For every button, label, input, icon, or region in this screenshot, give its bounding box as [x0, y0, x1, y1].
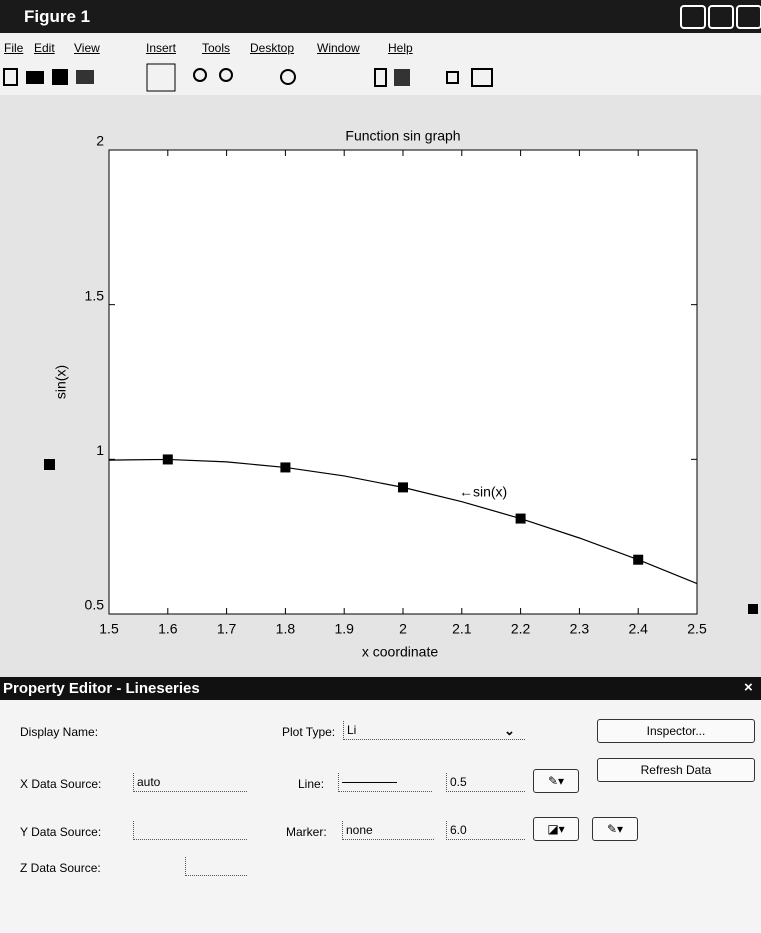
select-icon[interactable]	[147, 64, 175, 91]
marker	[398, 482, 408, 492]
page: {"window": {"title": "Figure 1"}, "menu"…	[0, 0, 761, 933]
y-axis-label: sin(x)	[53, 365, 69, 399]
axes-box	[109, 150, 697, 614]
x-tick-label: 1.9	[334, 621, 354, 637]
marker	[633, 555, 643, 565]
toolbar	[0, 60, 761, 95]
close-button[interactable]: ×	[744, 679, 753, 696]
marker-edge-button[interactable]: ✎▾	[592, 817, 638, 841]
close-button[interactable]	[736, 5, 761, 29]
inspector-button[interactable]: Inspector...	[597, 719, 755, 743]
x-tick-label: 2.1	[452, 621, 472, 637]
label: X Data Source:	[20, 777, 101, 791]
value: none	[346, 823, 373, 837]
x-source-dropdown[interactable]: auto	[133, 773, 247, 792]
label: Y Data Source:	[20, 825, 101, 839]
value: Li	[347, 723, 356, 737]
z-source-dropdown[interactable]	[185, 857, 247, 876]
y-tick-label: 0.5	[85, 597, 105, 613]
marker	[516, 514, 526, 524]
menu-item[interactable]: Insert	[146, 41, 176, 55]
menu-item[interactable]: Window	[317, 41, 360, 55]
print-icon[interactable]	[76, 70, 94, 84]
show-tools-icon[interactable]	[472, 69, 492, 86]
maximize-button[interactable]	[708, 5, 734, 29]
page-body: Figure 1 File Edit View Insert Tools Des…	[0, 0, 761, 933]
x-tick-label: 2.4	[628, 621, 648, 637]
line-width-dropdown[interactable]: 0.5	[446, 773, 525, 792]
minimize-button[interactable]	[680, 5, 706, 29]
rotate-icon[interactable]	[281, 70, 295, 84]
label: Marker:	[286, 825, 327, 839]
refresh-button[interactable]: Refresh Data	[597, 758, 755, 782]
menu-item[interactable]: Help	[388, 41, 413, 55]
zoom-in-icon[interactable]	[194, 69, 206, 81]
marker	[280, 462, 290, 472]
title-bar: Figure 1	[0, 0, 761, 33]
selection-handle	[748, 604, 758, 614]
marker-dropdown[interactable]: none	[342, 821, 434, 840]
x-tick-label: 1.8	[276, 621, 296, 637]
y-tick-label: 2	[96, 133, 104, 149]
selection-handle	[44, 459, 55, 470]
line-color-button[interactable]: ✎▾	[533, 769, 579, 793]
new-icon[interactable]	[4, 69, 17, 85]
x-tick-label: 2	[399, 621, 407, 637]
x-axis-label: x coordinate	[362, 644, 438, 660]
x-tick-label: 1.6	[158, 621, 178, 637]
line-style-dropdown[interactable]	[338, 773, 432, 792]
label: Display Name:	[20, 725, 98, 739]
x-tick-label: 1.5	[99, 621, 119, 637]
label: Plot Type:	[282, 725, 335, 739]
plot-title: Function sin graph	[345, 128, 460, 144]
label: Z Data Source:	[20, 861, 101, 875]
save-icon[interactable]	[52, 69, 68, 85]
x-tick-label: 2.5	[687, 621, 707, 637]
value: 0.5	[450, 775, 467, 789]
menu-item[interactable]: Edit	[34, 41, 55, 55]
label: Line:	[298, 777, 324, 791]
plot-type-dropdown[interactable]: Li	[343, 721, 525, 740]
window-title: Figure 1	[24, 7, 90, 27]
value: 6.0	[450, 823, 467, 837]
menu-item[interactable]: View	[74, 41, 100, 55]
plot: Function sin graph x coordinate sin(x) ←…	[0, 95, 761, 677]
annotation: ←sin(x)	[459, 484, 507, 500]
y-tick-label: 1	[96, 442, 104, 458]
marker-face-button[interactable]: ◪▾	[533, 817, 579, 841]
property-editor-title: Property Editor - Lineseries	[3, 680, 200, 697]
menu-item[interactable]: Tools	[202, 41, 230, 55]
marker	[163, 454, 173, 464]
dropdown-arrow[interactable]: ⌄	[504, 723, 515, 739]
property-editor-header: Property Editor - Lineseries ×	[0, 677, 761, 700]
y-source-dropdown[interactable]	[133, 821, 247, 840]
menu-bar: File Edit View Insert Tools Desktop Wind…	[0, 33, 761, 60]
colorbar-icon[interactable]	[375, 69, 386, 86]
hide-tools-icon[interactable]	[447, 72, 458, 83]
y-tick-label: 1.5	[85, 287, 105, 303]
x-tick-label: 2.2	[511, 621, 531, 637]
x-tick-label: 2.3	[570, 621, 590, 637]
menu-item[interactable]: File	[4, 41, 23, 55]
zoom-out-icon[interactable]	[220, 69, 232, 81]
value: auto	[137, 775, 160, 789]
property-editor: Property Editor - Lineseries × Display N…	[0, 677, 761, 933]
x-tick-label: 1.7	[217, 621, 237, 637]
menu-item[interactable]: Desktop	[250, 41, 294, 55]
marker-size-dropdown[interactable]: 6.0	[446, 821, 525, 840]
legend-icon[interactable]	[394, 69, 410, 86]
open-icon[interactable]	[26, 71, 44, 84]
